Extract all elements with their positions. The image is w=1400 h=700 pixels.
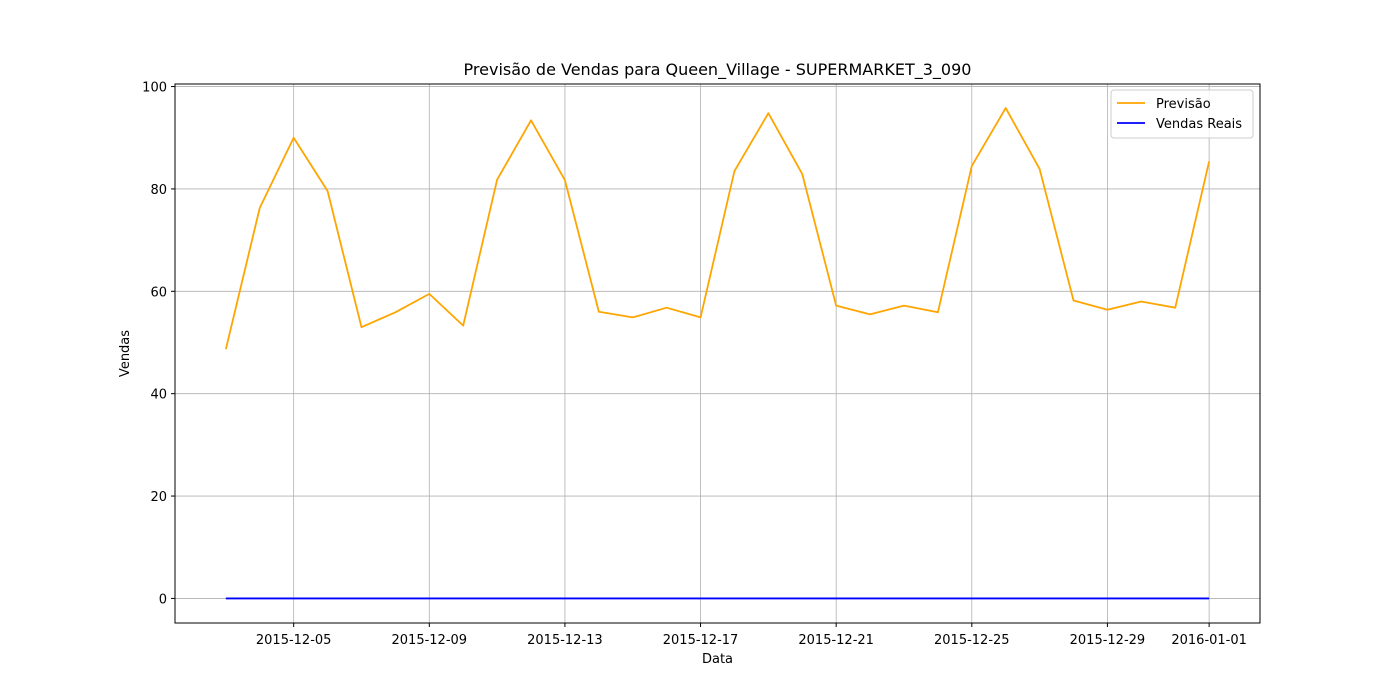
y-tick-label: 60 [150,285,167,300]
x-tick-label: 2015-12-29 [1070,633,1146,648]
ticks: 2015-12-05 2015-12-09 2015-12-13 2015-12-17… [142,81,1247,648]
y-axis-label: Vendas [118,330,133,377]
x-tick-label: 2015-12-05 [256,633,332,648]
series-layer [224,107,1211,600]
legend-box [1110,89,1254,139]
y-tick-label: 40 [150,388,167,403]
x-tick-label: 2015-12-09 [392,633,468,648]
y-tick-label: 0 [159,592,167,607]
x-tick-label: 2015-12-25 [934,633,1010,648]
x-tick-label: 2016-01-01 [1171,633,1247,648]
chart-title: Previsão de Vendas para Queen_Village - … [464,60,972,80]
x-tick-label: 2015-12-13 [527,633,603,648]
legend: Previsão Vendas Reais [1110,89,1254,139]
x-tick-label: 2015-12-17 [663,633,739,648]
plot-frame [174,83,1261,624]
x-axis-label: Data [702,652,733,667]
series-line-0 [224,107,1211,350]
legend-label: Vendas Reais [1156,117,1242,132]
y-tick-label: 80 [150,183,167,198]
legend-label: Previsão [1156,97,1211,112]
y-tick-label: 100 [142,81,167,96]
y-tick-label: 20 [150,490,167,505]
x-tick-label: 2015-12-21 [798,633,874,648]
